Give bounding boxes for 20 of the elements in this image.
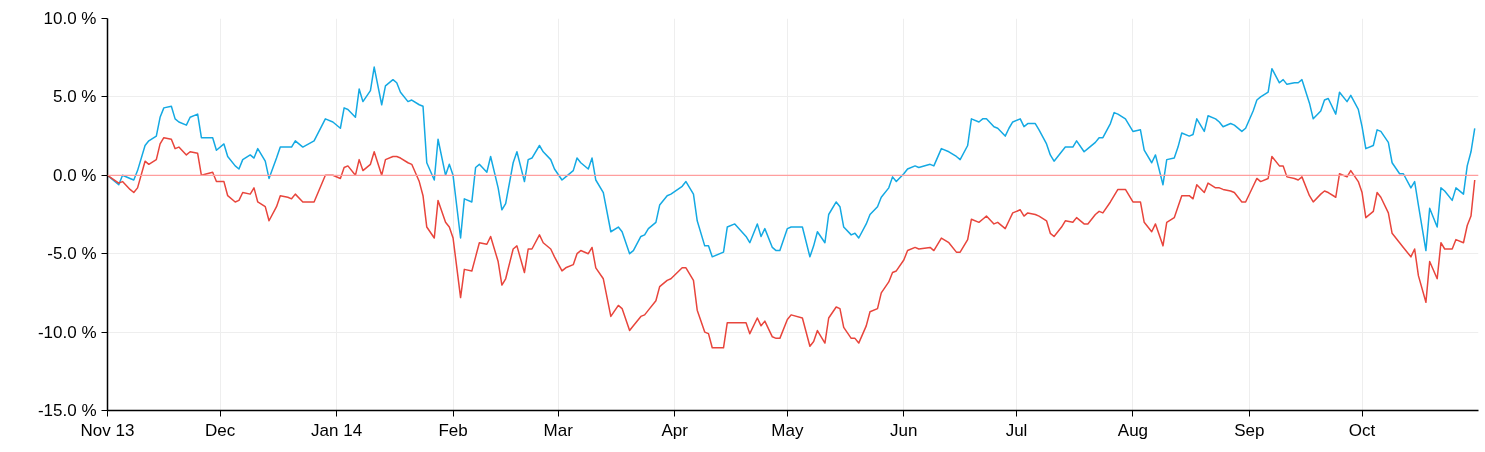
x-tick-label: Jun xyxy=(890,420,918,440)
x-tick-label: Dec xyxy=(205,420,236,440)
x-tick-label: Nov 13 xyxy=(80,420,135,440)
x-tick-label: Aug xyxy=(1117,420,1149,440)
x-tick-label: Jan 14 xyxy=(311,420,363,440)
x-tick-label: Apr xyxy=(661,420,689,440)
x-tick-label: May xyxy=(771,420,804,440)
y-tick-label: 10.0 % xyxy=(43,9,97,28)
y-tick-label: 5.0 % xyxy=(53,87,97,107)
y-tick-label: -15.0 % xyxy=(37,401,97,420)
x-tick-label: Oct xyxy=(1348,420,1376,440)
line-series xyxy=(107,136,1476,349)
line-series xyxy=(107,66,1476,258)
y-tick-label: 0.0 % xyxy=(53,165,97,185)
x-tick-label: Sep xyxy=(1234,420,1265,440)
y-tick-label: -10.0 % xyxy=(37,322,97,342)
x-tick-label: Feb xyxy=(438,420,468,440)
x-tick-label: Jul xyxy=(1005,420,1028,440)
y-tick-label: -5.0 % xyxy=(47,244,97,264)
x-tick-label: Mar xyxy=(543,420,574,440)
